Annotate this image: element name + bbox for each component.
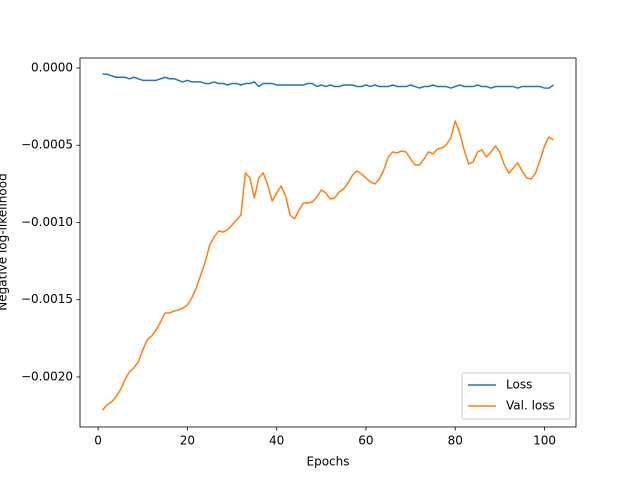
x-tick-label: 0 [94,434,102,448]
legend-label: Val. loss [506,399,555,413]
y-tick-label: −0.0015 [21,292,73,306]
x-tick-label: 60 [358,434,373,448]
axes-frame [79,57,577,428]
y-tick-label: −0.0005 [21,138,73,152]
line-series [101,120,554,411]
legend-label: Loss [506,378,532,392]
y-tick-label: −0.0020 [21,369,73,383]
line-series [102,73,554,89]
x-tick-label: 80 [448,434,463,448]
y-axis-label: Negative log-likelihood [0,173,10,310]
x-tick-label: 20 [180,434,195,448]
x-tick-label: 100 [533,434,556,448]
y-tick-label: −0.0010 [21,215,73,229]
x-tick-label: 40 [269,434,284,448]
x-axis-label: Epochs [307,455,350,469]
y-tick-label: 0.0000 [31,60,73,74]
